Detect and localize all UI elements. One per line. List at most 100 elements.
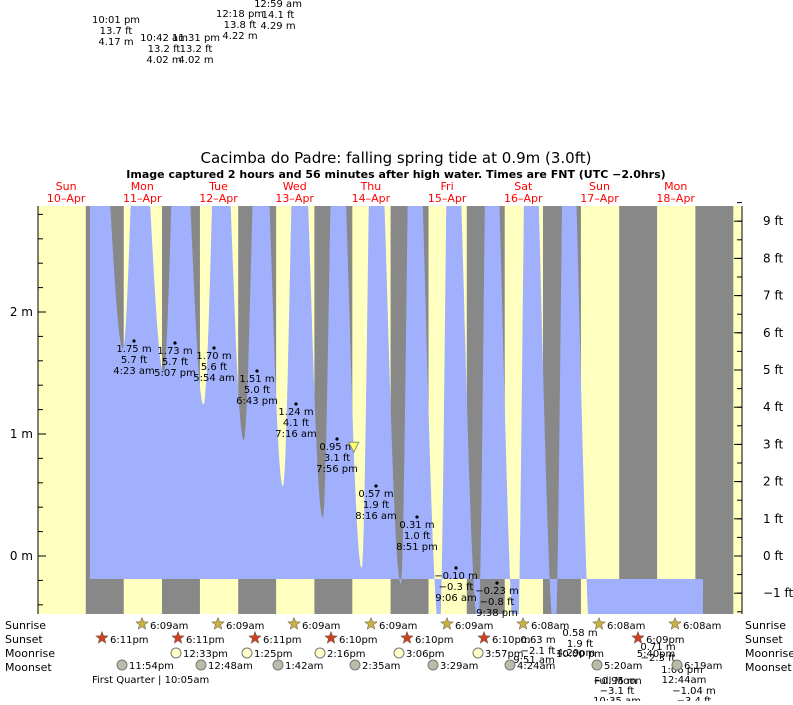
day-date-label: 14–Apr [352,192,391,205]
sun-star-icon [440,616,454,630]
right-axis-tick-label: 0 ft [763,549,783,563]
sun-star-icon [631,630,645,644]
day-name-label: Thu [360,180,382,193]
sunset-time: 6:09pm [646,635,685,646]
overlap-label: −3.1 ft [600,686,635,697]
high-tide-time: 11:31 pm [172,33,220,44]
overlap-label: −2.3 ft [641,653,676,664]
night-band [695,206,734,614]
day-name-label: Fri [441,180,454,193]
moonrise-row-label-right: Moonrise [745,647,793,660]
high-tide-height-m: 4.22 m [222,31,257,42]
high-tide-height-m: 4.17 m [98,37,133,48]
low-tide-point [415,515,419,519]
overlap-label: 1.9 ft [567,639,593,650]
overlap-label: 10:00 pm [556,649,604,660]
day-date-label: 12–Apr [199,192,238,205]
day-date-label: 16–Apr [504,192,543,205]
sun-star-icon [592,616,606,630]
right-axis-tick-label: 7 ft [763,289,783,303]
day-date-label: 17–Apr [580,192,619,205]
right-axis-tick-label: 5 ft [763,363,783,377]
overlap-label: 0.63 m [520,635,555,646]
low-tide-height-ft: 3.1 ft [324,453,350,464]
sunset-time: 6:11pm [186,635,225,646]
moonrise-time: 3:57pm [485,649,524,660]
low-tide-point [294,402,298,406]
low-tide-height-m: 1.51 m [239,374,274,385]
overlap-label: 12:44am [662,675,707,686]
high-tide-height-ft: 13.7 ft [100,26,133,37]
moonset-time: 11:54pm [129,661,174,672]
moonset-time: 3:29am [440,661,478,672]
low-tide-time: 9:06 am [435,593,477,604]
low-tide-point [132,339,136,343]
moonset-icon [272,659,284,671]
low-tide-time: 8:16 am [355,511,397,522]
moonrise-icon [241,647,253,659]
sunset-row-label-right: Sunset [745,633,783,646]
moonrise-icon [393,647,405,659]
low-tide-height-ft: 5.7 ft [162,357,188,368]
moon-phase-note: First Quarter | 10:05am [92,675,209,686]
sun-star-icon [364,616,378,630]
low-tide-height-m: −0.23 m [475,586,519,597]
low-tide-time: 9:38 pm [476,608,518,619]
low-tide-time: 8:51 pm [396,542,438,553]
sunrise-time: 6:09am [455,621,493,632]
overlap-label: 0.71 m [640,642,675,653]
sun-star-icon [287,616,301,630]
high-tide-height-ft: 13.2 ft [148,44,181,55]
moonset-time: 2:35am [362,661,400,672]
low-tide-height-m: 1.24 m [278,407,313,418]
low-tide-point [255,369,259,373]
overlap-label: 5:40pm [637,649,676,660]
high-tide-height-ft: 13.8 ft [224,20,257,31]
sun-star-icon [668,616,682,630]
day-name-label: Sun [56,180,77,193]
right-axis-tick-label: 1 ft [763,512,783,526]
low-tide-time: 7:56 pm [316,464,358,475]
moonset-icon [504,659,516,671]
low-tide-point [173,341,177,345]
high-tide-height-m: 4.02 m [178,55,213,66]
moonset-icon [349,659,361,671]
overlap-label: 9:51 am [513,655,555,666]
low-tide-point [454,566,458,570]
moonrise-icon [314,647,326,659]
day-date-label: 10–Apr [47,192,86,205]
overlap-label: −0.95 m [593,676,637,687]
sunrise-time: 6:09am [226,621,264,632]
overlap-label: Full Moon [594,676,641,687]
day-date-label: 13–Apr [275,192,314,205]
overlap-label: −2.1 ft [521,646,556,657]
sunrise-time: 6:09am [302,621,340,632]
high-tide-time: 10:01 pm [92,15,140,26]
low-tide-time: 7:16 am [275,429,317,440]
day-date-label: 11–Apr [123,192,162,205]
sunrise-time: 6:09am [150,621,188,632]
moonset-row-label-right: Moonset [745,661,792,674]
high-tide-height-m: 4.29 m [260,21,295,32]
moonset-icon [195,659,207,671]
low-tide-height-ft: −0.8 ft [480,597,515,608]
low-tide-point [374,484,378,488]
sunrise-time: 6:08am [531,621,569,632]
moonset-time: 1:42am [285,661,323,672]
chart-subtitle: Image captured 2 hours and 56 minutes af… [126,168,665,181]
right-axis-tick-label: 4 ft [763,400,783,414]
low-tide-height-ft: −0.3 ft [439,582,474,593]
moonset-time: 5:20am [604,661,642,672]
day-name-label: Wed [283,180,307,193]
sun-star-icon [516,616,530,630]
moonset-time: 12:48am [208,661,253,672]
low-tide-height-ft: 1.0 ft [404,531,430,542]
low-tide-height-m: −0.10 m [434,571,478,582]
low-tide-height-ft: 5.6 ft [201,362,227,373]
sunset-time: 6:10pm [339,635,378,646]
sunrise-time: 6:08am [607,621,645,632]
high-tide-height-m: 4.02 m [146,55,181,66]
moonset-time: 6:19am [684,661,722,672]
sun-star-icon [324,630,338,644]
moonset-icon [427,659,439,671]
